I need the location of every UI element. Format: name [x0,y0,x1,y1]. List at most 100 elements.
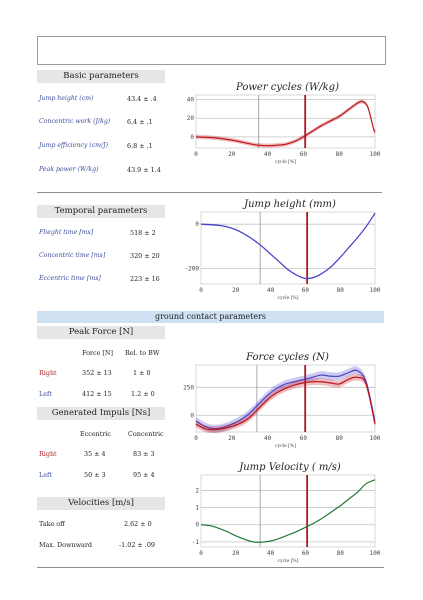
y-tick-label: 20 [187,115,195,122]
power-cycles-chart: 0 20 40 0 20 40 60 80 100 cycle [%] Power cycles (… [187,82,381,165]
x-tick-label: 100 [370,151,381,158]
plot-frame [200,474,376,548]
y-tick-label: 0 [190,134,194,141]
impuls-right-concentric: 83 ± 3 [133,450,155,458]
impuls-right-eccentric: 35 ± 4 [84,450,106,458]
basic-value-jump-efficiency: 6.8 ± .1 [127,142,153,150]
impuls-label-left: Left [39,471,52,479]
peak-force-right-rel: 1 ± 0 [133,369,151,377]
x-tick-label: 20 [228,151,236,158]
chart-title: Power cycles (W/kg) [235,82,339,93]
series-line [195,376,376,431]
x-tick-label: 20 [232,287,240,294]
y-tick-label: 40 [187,97,195,104]
temporal-label-concentric-time: Concentric time [ms] [39,252,106,259]
series-sd-band [196,373,375,434]
impuls-left-concentric: 95 ± 4 [133,471,155,479]
basic-label-peak-power: Peak power (W/kg) [39,166,99,173]
x-tick-label: 80 [337,287,345,294]
impuls-heading: Generated Impuls [Ns] [37,407,165,420]
series-line [200,479,376,543]
impuls-col-concentric: Concentric [128,430,164,438]
x-tick-label: 40 [264,435,272,442]
y-tick-label: 250 [183,384,194,391]
basic-label-jump-height: Jump height (cm) [39,95,94,102]
basic-label-concentric-work: Concentric work (J/kg) [39,118,111,125]
x-tick-label: 20 [232,550,240,557]
bottom-rule [37,567,384,568]
velocity-label-max-downward: Max. Downward [39,541,93,549]
temporal-parameters-heading: Temporal parameters [37,205,165,218]
peak-force-right-force: 352 ± 13 [82,369,112,377]
series-line [195,100,376,147]
y-tick-label: 0 [195,522,199,529]
peak-force-heading: Peak Force [N] [37,326,165,339]
series-sd-band [196,99,375,148]
peak-force-col-rel: Rel. to BW [125,349,160,357]
x-tick-label: 60 [302,550,310,557]
peak-force-col-force: Force [N] [82,349,113,357]
x-axis-label: cycle [%] [275,443,296,449]
x-axis-label: cycle [%] [275,159,296,165]
x-tick-label: 60 [300,151,308,158]
x-tick-label: 0 [199,550,203,557]
y-tick-label: 0 [190,412,194,419]
x-tick-label: 0 [194,435,198,442]
chart-title: Jump height (mm) [242,199,336,210]
basic-value-jump-height: 43.4 ± .4 [127,95,157,103]
basic-value-peak-power: 43.9 ± 1.4 [127,166,161,174]
x-tick-label: 60 [300,435,308,442]
y-tick-label: 1 [195,505,199,512]
x-tick-label: 40 [267,287,275,294]
x-tick-label: 100 [370,550,381,557]
peak-force-label-right: Right [39,369,57,377]
x-tick-label: 80 [337,550,345,557]
temporal-label-flight-time: Flieght time [ms] [39,229,94,236]
velocity-value-max-downward: -1.02 ± .09 [119,541,155,549]
x-tick-label: 80 [336,151,344,158]
y-tick-label: 2 [195,487,199,494]
x-axis-label: cycle [%] [278,558,299,564]
x-axis-label: cycle [%] [278,295,299,301]
basic-parameters-heading: Basic parameters [37,70,165,83]
series-line [195,369,376,430]
peak-force-label-left: Left [39,390,52,398]
series-sd-band [196,366,375,433]
impuls-col-eccentric: Eccentric [80,430,111,438]
basic-label-jump-efficiency: Jump efficiency (cm/J) [39,142,109,149]
impuls-left-eccentric: 50 ± 3 [84,471,106,479]
x-tick-label: 20 [228,435,236,442]
y-tick-label: -200 [185,265,200,272]
y-tick-label: 0 [195,221,199,228]
temporal-value-eccentric-time: 223 ± 16 [130,275,160,283]
x-tick-label: 100 [370,287,381,294]
chart-title: Jump Velocity ( m/s) [237,462,341,473]
force-cycles-chart: 0 250 0 20 40 60 80 100 cycle [%] Force cycles (N… [183,352,381,449]
section-divider [37,192,382,193]
y-tick-label: -1 [192,539,200,546]
report-header-box [37,36,386,65]
ground-contact-band: ground contact parameters [37,311,384,323]
peak-force-left-rel: 1.2 ± 0 [131,390,155,398]
chart-title: Force cycles (N) [245,352,329,363]
temporal-label-eccentric-time: Eccentric time [ms] [39,275,101,282]
jump-height-chart: 0 -200 0 20 40 60 80 100 cycle [%] Jump height (m… [185,199,381,301]
temporal-value-flight-time: 518 ± 2 [130,229,156,237]
x-tick-label: 80 [336,435,344,442]
x-tick-label: 0 [199,287,203,294]
series-line [200,212,376,280]
velocity-label-takeoff: Take off [39,520,65,528]
velocity-value-takeoff: 2.62 ± 0 [124,520,152,528]
impuls-label-right: Right [39,450,57,458]
temporal-value-concentric-time: 320 ± 20 [130,252,160,260]
peak-force-left-force: 412 ± 15 [82,390,112,398]
x-tick-label: 40 [267,550,275,557]
x-tick-label: 100 [370,435,381,442]
x-tick-label: 0 [194,151,198,158]
velocities-heading: Velocities [m/s] [37,497,165,510]
x-tick-label: 40 [264,151,272,158]
x-tick-label: 60 [302,287,310,294]
plot-frame [195,364,376,433]
basic-value-concentric-work: 6.4 ± .1 [127,118,153,126]
